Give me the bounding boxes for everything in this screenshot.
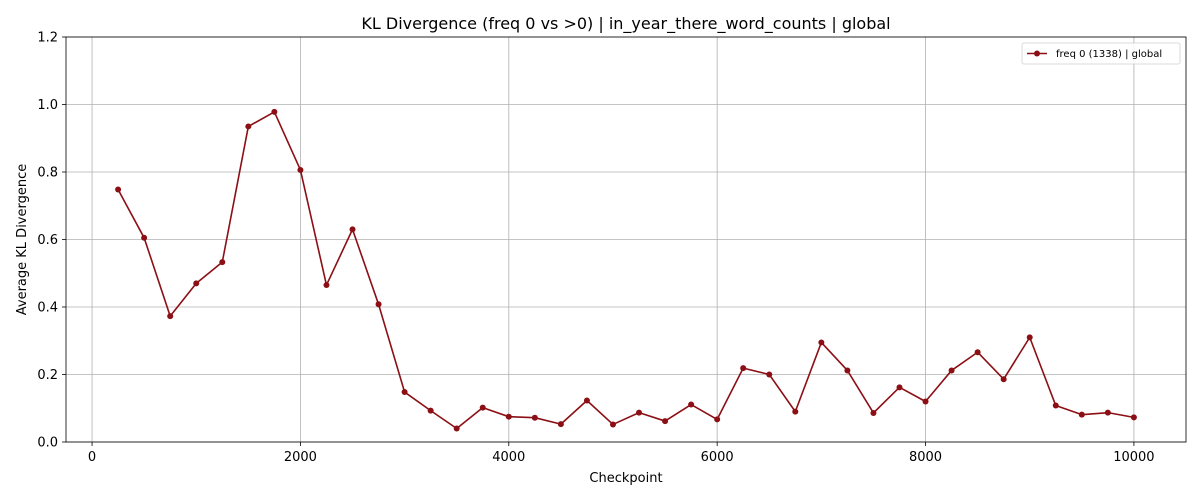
data-point bbox=[740, 365, 747, 372]
chart-title: KL Divergence (freq 0 vs >0) | in_year_t… bbox=[361, 14, 890, 34]
y-axis-ticks: 0.0 0.2 0.4 0.6 0.8 1.0 1.2 bbox=[37, 31, 66, 451]
data-point bbox=[453, 425, 460, 432]
data-point bbox=[375, 301, 382, 308]
data-point bbox=[870, 409, 877, 416]
data-point bbox=[844, 367, 851, 374]
legend-box bbox=[1021, 42, 1181, 65]
x-axis-ticks: 0 2000 4000 6000 8000 10000 bbox=[88, 442, 1155, 465]
data-point bbox=[714, 416, 721, 423]
x-tick-label: 8000 bbox=[909, 450, 942, 465]
x-tick-label: 0 bbox=[88, 450, 96, 465]
data-point bbox=[427, 407, 434, 414]
data-point bbox=[167, 313, 174, 320]
data-point bbox=[1052, 402, 1059, 409]
y-tick-label: 0.6 bbox=[37, 233, 58, 248]
data-point bbox=[115, 186, 122, 193]
series-layer bbox=[115, 108, 1137, 432]
y-tick-label: 0.0 bbox=[37, 436, 58, 451]
data-point bbox=[1104, 409, 1111, 416]
data-point bbox=[479, 404, 486, 411]
data-point bbox=[1130, 414, 1137, 421]
data-point bbox=[1026, 334, 1033, 341]
x-axis-label: Checkpoint bbox=[589, 471, 662, 486]
data-point bbox=[974, 349, 981, 356]
data-point bbox=[505, 413, 512, 420]
data-point bbox=[766, 371, 773, 378]
data-point bbox=[219, 259, 226, 266]
y-tick-label: 1.0 bbox=[37, 98, 58, 113]
data-point bbox=[1078, 411, 1085, 418]
x-tick-label: 10000 bbox=[1113, 450, 1154, 465]
x-tick-label: 6000 bbox=[701, 450, 734, 465]
data-point bbox=[271, 108, 278, 115]
y-tick-label: 0.4 bbox=[37, 301, 58, 316]
grid bbox=[66, 36, 1186, 443]
data-point bbox=[636, 409, 643, 416]
data-point bbox=[323, 282, 330, 289]
data-point bbox=[401, 389, 408, 396]
y-tick-label: 0.2 bbox=[37, 368, 58, 383]
x-tick-label: 2000 bbox=[284, 450, 317, 465]
data-point bbox=[583, 397, 590, 404]
x-tick-label: 4000 bbox=[492, 450, 525, 465]
data-point bbox=[662, 418, 669, 425]
y-tick-label: 1.2 bbox=[37, 31, 58, 46]
legend-entry-label: freq 0 (1338) | global bbox=[1056, 49, 1162, 60]
data-point bbox=[531, 414, 538, 421]
data-point bbox=[349, 226, 356, 233]
data-point bbox=[922, 398, 929, 405]
legend-marker-swatch bbox=[1034, 50, 1040, 57]
data-point bbox=[141, 234, 148, 241]
data-point bbox=[557, 421, 564, 428]
data-point bbox=[245, 123, 252, 130]
data-point bbox=[688, 401, 695, 408]
data-point bbox=[193, 280, 200, 287]
legend: freq 0 (1338) | global bbox=[1021, 42, 1181, 65]
y-tick-label: 0.8 bbox=[37, 166, 58, 181]
data-point bbox=[818, 339, 825, 346]
data-point bbox=[792, 408, 799, 415]
y-axis-label: Average KL Divergence bbox=[15, 164, 30, 315]
data-point bbox=[297, 166, 304, 173]
series-line bbox=[117, 111, 1135, 430]
data-point bbox=[896, 384, 903, 391]
data-point bbox=[609, 421, 616, 428]
data-point bbox=[1000, 376, 1007, 383]
data-point bbox=[948, 367, 955, 374]
